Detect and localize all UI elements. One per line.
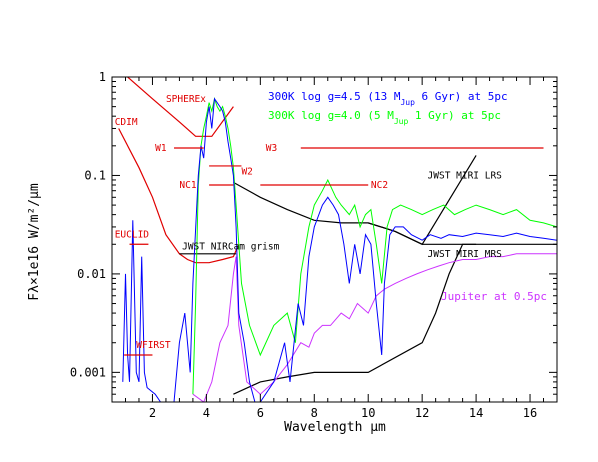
curve-label-jwst-miri-lrs: JWST MIRI LRS — [428, 170, 503, 181]
plot-clip-group — [118, 77, 557, 402]
filter-label-wfirst: WFIRST — [136, 340, 171, 351]
series-300k-log-g-4-0-5-mjup-1-gyr-at-5pc — [192, 96, 557, 395]
y-tick-label: 0.01 — [77, 267, 106, 281]
plot-frame — [111, 76, 558, 403]
y-tick-label: 1 — [99, 70, 106, 84]
curve-jwst-miri-lrs-upper — [368, 155, 477, 246]
series-300k-log-g-4-5-13-mjup-6-gyr-at-5pc — [122, 97, 557, 402]
filter-label-nc1: NC1 — [179, 180, 196, 191]
x-tick-label: 16 — [523, 406, 537, 420]
curve-jwst-miri-lrs — [233, 181, 477, 245]
curve-label-spherex: SPHEREx — [166, 94, 206, 105]
x-tick-label: 2 — [149, 406, 156, 420]
x-tick-label: 6 — [257, 406, 264, 420]
legend-entry-1: 300K log g=4.5 (13 MJup 6 Gyr) at 5pc — [268, 90, 508, 107]
filter-label-w2: W2 — [241, 166, 252, 177]
curve-jwst-miri-mrs — [233, 243, 557, 395]
series-jupiter-at-0-5pc — [192, 253, 557, 402]
curve-label-jwst-miri-mrs: JWST MIRI MRS — [428, 249, 503, 260]
axes: 2 4 6 8 10 12 14 16 0.001 0.01 0.1 1 — [70, 70, 558, 420]
plot-area: W1 W2 W3 NC1 NC2 EUCLID WFIRST SPHEREx CDIM JWST … — [115, 77, 557, 402]
filter-label-euclid: EUCLID — [115, 230, 150, 241]
legend-entry-2: 300K log g=4.0 (5 MJup 1 Gyr) at 5pc — [268, 109, 501, 126]
y-tick-label: 0.1 — [84, 168, 106, 182]
x-tick-label: 14 — [469, 406, 483, 420]
legend: 300K log g=4.5 (13 MJup 6 Gyr) at 5pc 300… — [268, 90, 508, 126]
filter-label-nc2: NC2 — [371, 180, 388, 191]
y-axis-label: Fλ×1e16 W/m²/μm — [27, 183, 42, 301]
x-axis-label: Wavelength μm — [284, 420, 386, 435]
filter-label-w1: W1 — [155, 143, 167, 154]
x-tick-label: 10 — [361, 406, 375, 420]
curve-cdim — [118, 128, 240, 264]
annotation-jupiter-at-0-5pc: Jupiter at 0.5pc — [441, 290, 547, 303]
curve-spherex — [126, 77, 234, 137]
curve-label-jwst-nircam-grism: JWST NIRCam grism — [182, 241, 280, 252]
x-tick-label: 8 — [311, 406, 318, 420]
x-tick-label: 12 — [415, 406, 429, 420]
filter-label-w3: W3 — [266, 143, 277, 154]
curve-label-cdim: CDIM — [115, 117, 138, 128]
x-tick-label: 4 — [203, 406, 210, 420]
y-tick-label: 0.001 — [70, 365, 106, 379]
